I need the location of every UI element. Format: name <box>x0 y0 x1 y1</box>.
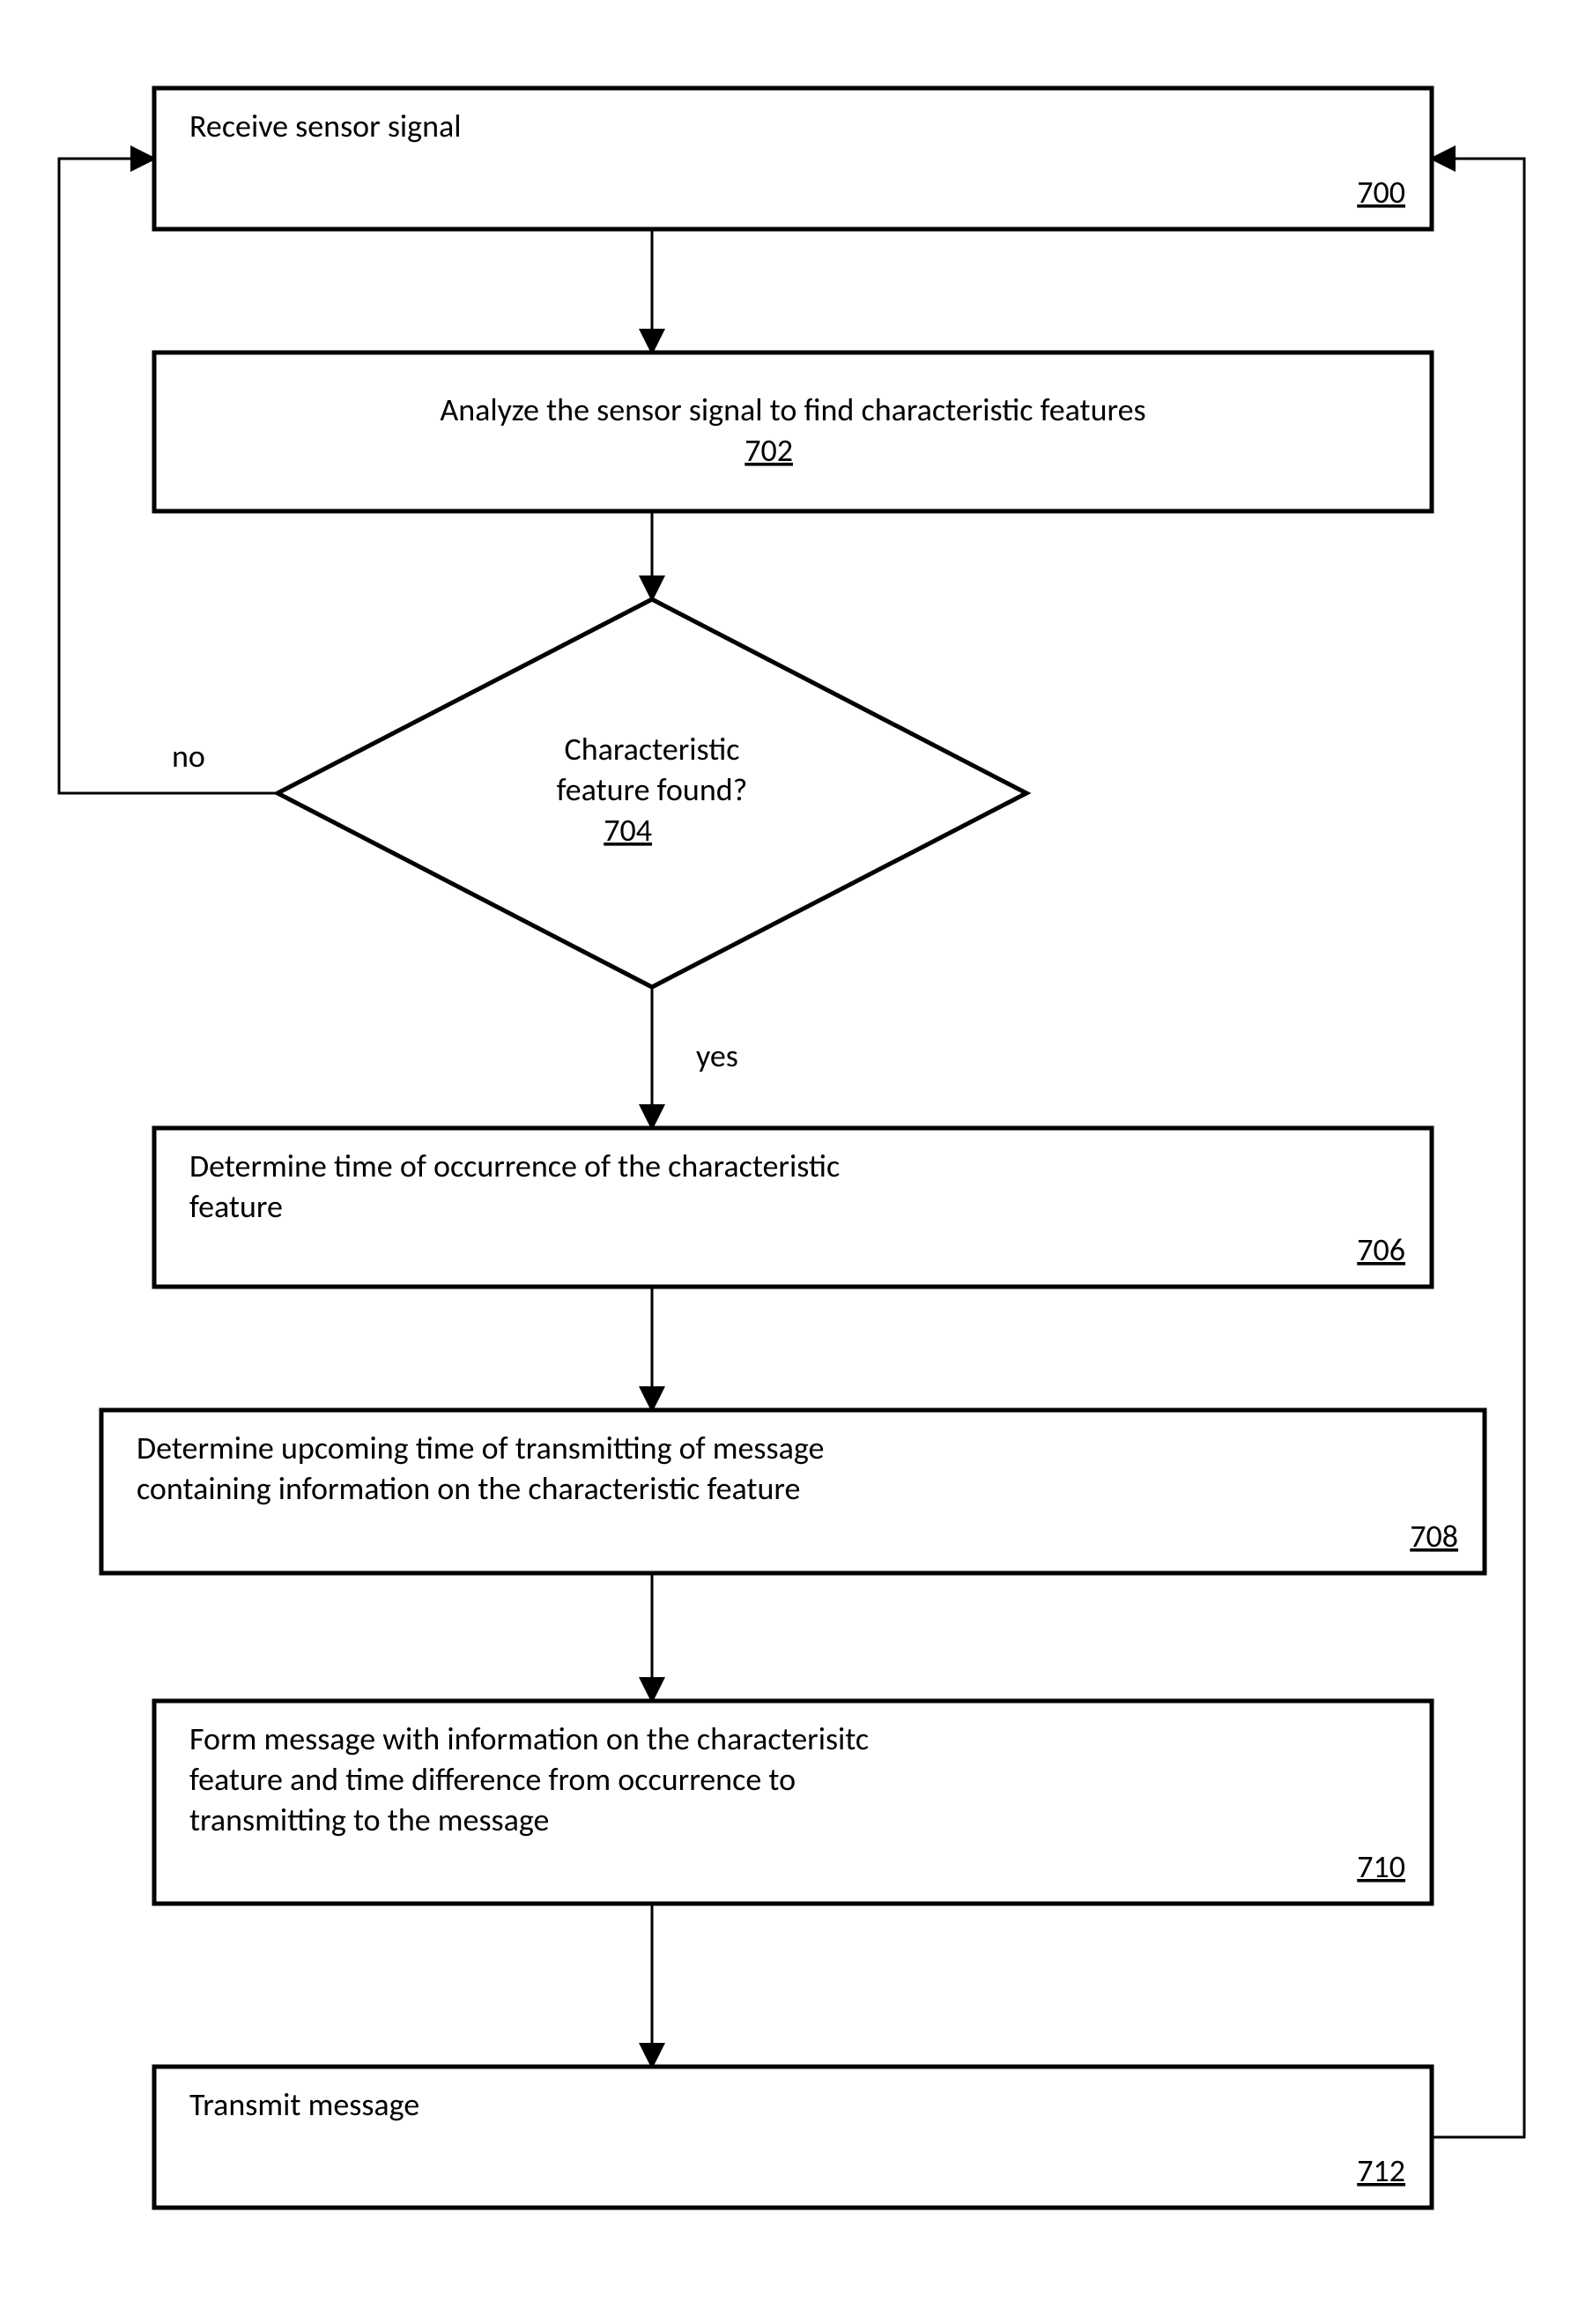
node-n704: Characteristicfeature found?704 <box>278 599 1026 987</box>
node-n700: Receive sensor signal 700 <box>154 88 1432 229</box>
node-n706: Determine time of occurrence of the char… <box>154 1128 1432 1287</box>
node-text: Determine time of occurrence of the char… <box>189 1147 840 1185</box>
node-ref: 712 <box>1357 2151 1405 2190</box>
edge-n712-n700 <box>1432 159 1524 2137</box>
node-text: feature and time difference from occurre… <box>189 1760 796 1799</box>
flowchart-diagram: Receive sensor signal 700 Analyze the sens… <box>0 0 1578 2324</box>
node-n702: Analyze the sensor signal to find charac… <box>154 353 1432 511</box>
node-ref: 706 <box>1357 1230 1405 1269</box>
edge-label-no: no <box>172 737 205 776</box>
node-text: Receive sensor signal <box>189 107 462 145</box>
node-text: Analyze the sensor signal to find charac… <box>440 390 1145 429</box>
node-n708: Determine upcoming time of transmitting … <box>101 1410 1485 1573</box>
node-text: feature found? <box>557 770 748 809</box>
node-ref: 708 <box>1410 1517 1458 1556</box>
node-ref: 700 <box>1357 173 1405 212</box>
node-text: containing information on the characteri… <box>137 1469 800 1508</box>
node-n710: Form message with information on the cha… <box>154 1701 1432 1904</box>
node-n712: Transmit message 712 <box>154 2067 1432 2208</box>
edge-label-yes: yes <box>696 1036 738 1075</box>
node-text: Determine upcoming time of transmitting … <box>137 1429 824 1467</box>
node-ref: 702 <box>745 431 793 470</box>
node-text: Transmit message <box>189 2085 419 2124</box>
node-text: Form message with information on the cha… <box>189 1719 869 1758</box>
node-ref: 704 <box>604 811 652 850</box>
node-text: transmitting to the message <box>189 1801 549 1839</box>
node-text: Characteristic <box>565 730 740 768</box>
node-text: feature <box>189 1187 283 1226</box>
node-ref: 710 <box>1357 1847 1405 1886</box>
